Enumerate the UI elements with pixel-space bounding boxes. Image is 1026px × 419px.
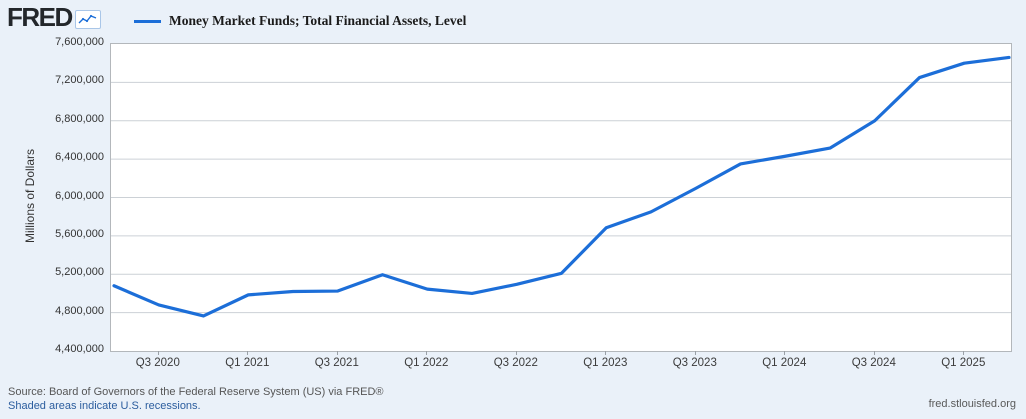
legend-line-swatch xyxy=(134,19,161,23)
x-tick-label: Q1 2023 xyxy=(583,357,628,369)
x-tick-label: Q3 2023 xyxy=(672,357,717,369)
fred-logo[interactable]: FRED xyxy=(7,4,101,30)
x-tick-label: Q1 2022 xyxy=(404,357,449,369)
x-tick-label: Q3 2020 xyxy=(135,357,180,369)
x-tick-mark xyxy=(605,351,607,355)
y-tick-label: 6,800,000 xyxy=(55,112,104,125)
x-tick-mark xyxy=(157,351,159,355)
x-tick-label: Q3 2022 xyxy=(493,357,538,369)
y-tick-label: 7,200,000 xyxy=(55,74,104,87)
x-tick-mark xyxy=(426,351,428,355)
x-tick-mark xyxy=(873,351,875,355)
x-tick-label: Q3 2021 xyxy=(314,357,359,369)
y-tick-label: 7,600,000 xyxy=(55,36,104,48)
series-legend: Money Market Funds; Total Financial Asse… xyxy=(134,13,466,29)
recession-note-link[interactable]: Shaded areas indicate U.S. recessions. xyxy=(8,400,201,412)
x-tick-mark xyxy=(336,351,338,355)
legend-series-label: Money Market Funds; Total Financial Asse… xyxy=(169,13,467,28)
y-tick-label: 4,800,000 xyxy=(55,304,104,317)
x-tick-mark xyxy=(247,351,249,355)
x-tick-label: Q1 2021 xyxy=(225,357,270,369)
y-tick-label: 6,000,000 xyxy=(55,189,104,202)
fred-logo-text: FRED xyxy=(7,2,73,32)
x-tick-label: Q1 2025 xyxy=(941,357,986,369)
x-tick-mark xyxy=(784,351,786,355)
fred-sparkline-icon xyxy=(74,9,101,29)
y-tick-label: 5,600,000 xyxy=(55,227,104,240)
line-chart-svg xyxy=(111,55,1011,318)
x-tick-label: Q1 2024 xyxy=(762,357,807,369)
y-tick-label: 5,200,000 xyxy=(55,266,104,279)
y-tick-label: 6,400,000 xyxy=(55,151,104,164)
x-tick-mark xyxy=(963,351,965,355)
y-tick-label: 4,400,000 xyxy=(55,343,104,355)
fred-site-link[interactable]: fred.stlouisfed.org xyxy=(928,398,1016,410)
series-line xyxy=(112,55,1011,318)
x-tick-mark xyxy=(694,351,696,355)
chart-header: FRED Money Market Funds; Total Financial… xyxy=(0,0,1026,38)
source-note: Source: Board of Governors of the Federa… xyxy=(8,386,384,398)
x-tick-mark xyxy=(515,351,517,355)
plot-area xyxy=(110,43,1012,352)
x-tick-label: Q3 2024 xyxy=(851,357,896,369)
